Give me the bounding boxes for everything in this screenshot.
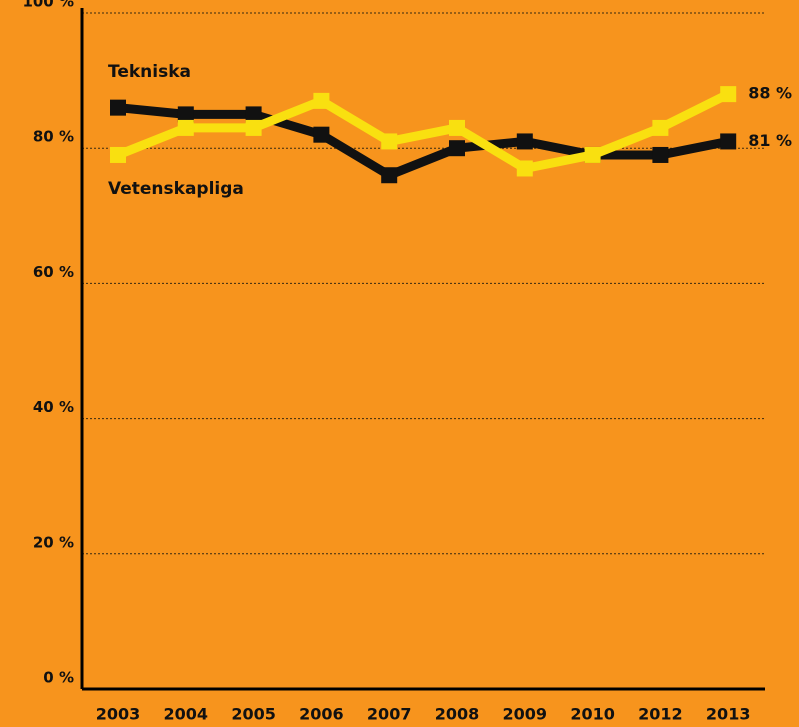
x-tick-label: 2013	[706, 705, 751, 724]
x-tick-label: 2006	[299, 705, 344, 724]
marker	[652, 119, 669, 136]
y-tick-label: 100 %	[22, 0, 74, 11]
x-tick-label: 2008	[435, 705, 480, 724]
marker	[720, 133, 737, 150]
y-tick-label: 0 %	[43, 669, 74, 687]
marker	[381, 167, 398, 184]
y-tick-label: 40 %	[33, 398, 74, 416]
x-tick-label: 2005	[231, 705, 276, 724]
marker	[245, 119, 262, 136]
marker	[313, 92, 330, 109]
x-tick-label: 2010	[570, 705, 615, 724]
marker	[516, 133, 533, 150]
x-tick-label: 2007	[367, 705, 412, 724]
legend-label: Vetenskapliga	[108, 179, 244, 199]
x-tick-label: 2004	[164, 705, 209, 724]
marker	[449, 140, 465, 157]
marker	[177, 119, 194, 136]
y-tick-label: 20 %	[33, 533, 74, 551]
x-tick-label: 2009	[503, 705, 548, 724]
y-tick-label: 60 %	[33, 263, 74, 281]
x-tick-label: 2003	[96, 705, 141, 724]
marker	[110, 99, 126, 116]
series-line	[116, 90, 731, 174]
marker	[177, 106, 194, 123]
marker	[381, 133, 398, 150]
marker	[110, 146, 126, 163]
marker	[449, 119, 465, 136]
y-tick-label: 80 %	[33, 128, 74, 146]
marker	[652, 146, 669, 163]
marker	[313, 126, 330, 143]
data-label: 81 %	[748, 131, 792, 150]
marker	[516, 160, 533, 177]
legend-label: Tekniska	[108, 62, 191, 82]
x-tick-label: 2012	[638, 705, 683, 724]
marker	[720, 86, 737, 103]
marker	[245, 106, 262, 123]
marker	[584, 146, 601, 163]
data-label: 88 %	[748, 84, 792, 103]
series-line	[117, 103, 730, 181]
